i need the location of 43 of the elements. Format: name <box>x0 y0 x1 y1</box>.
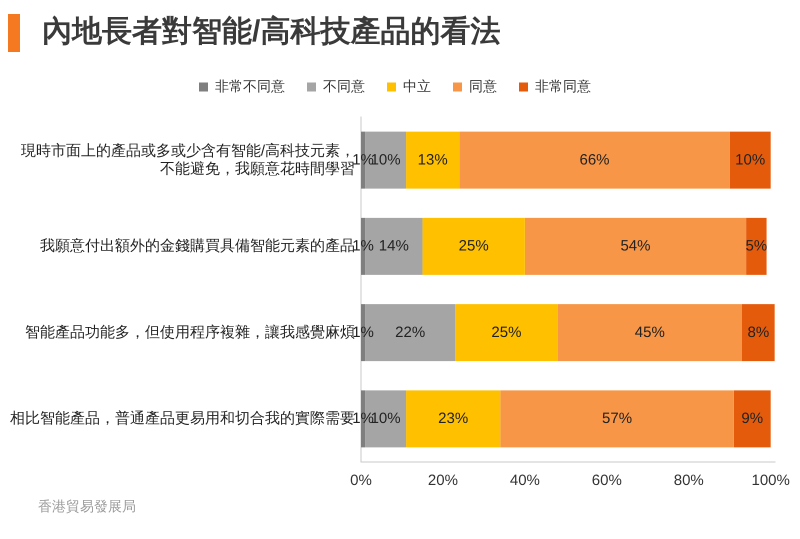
x-tick-label: 0% <box>350 472 372 490</box>
data-label: 13% <box>418 151 448 168</box>
data-label: 10% <box>370 410 401 428</box>
data-label: 10% <box>735 151 766 168</box>
data-label: 9% <box>741 410 764 428</box>
bar <box>422 218 525 275</box>
x-tick-label: 60% <box>592 472 622 490</box>
legend-label: 非常同意 <box>535 78 591 94</box>
bar <box>558 304 742 362</box>
data-label: 54% <box>620 238 650 255</box>
data-label: 23% <box>438 410 468 428</box>
legend-label: 不同意 <box>323 78 365 94</box>
data-label: 14% <box>378 238 409 255</box>
data-label: 25% <box>458 238 489 255</box>
data-label: 25% <box>491 324 522 341</box>
data-label: 22% <box>395 324 426 341</box>
bar <box>500 390 734 448</box>
legend-label: 非常不同意 <box>215 78 285 94</box>
legend-label: 中立 <box>403 78 431 94</box>
x-tick-label: 20% <box>428 472 458 490</box>
bar <box>730 132 771 189</box>
x-tick-label: 100% <box>751 472 790 490</box>
y-tick-label: 我願意付出額外的金錢購買具備智能元素的產品 <box>40 238 355 255</box>
x-tick-label: 80% <box>674 472 704 490</box>
y-tick-label: 現時市面上的產品或多或少含有智能/高科技元素，不能避免，我願意花時間學習 <box>20 142 355 178</box>
data-label: 66% <box>580 151 610 168</box>
bar <box>455 304 558 362</box>
data-label: 57% <box>602 410 632 428</box>
y-tick-label: 智能產品功能多，但使用程序複雜，讓我感覺麻煩 <box>25 324 355 341</box>
data-label: 45% <box>634 324 665 341</box>
bar <box>406 390 500 448</box>
bar <box>524 218 746 275</box>
y-tick-label: 相比智能產品，普通產品更易用和切合我的實際需要 <box>10 410 355 428</box>
bar <box>742 304 775 362</box>
bar <box>734 390 771 448</box>
text: 香港貿易發展局 <box>38 498 136 516</box>
data-label: 10% <box>370 151 401 168</box>
bar <box>459 132 730 189</box>
chart-title: 內地長者對智能/高科技產品的看法 <box>42 14 500 50</box>
bar <box>406 132 460 189</box>
legend-label: 同意 <box>469 78 497 94</box>
data-label: 8% <box>748 324 770 341</box>
x-tick-label: 40% <box>510 472 540 490</box>
